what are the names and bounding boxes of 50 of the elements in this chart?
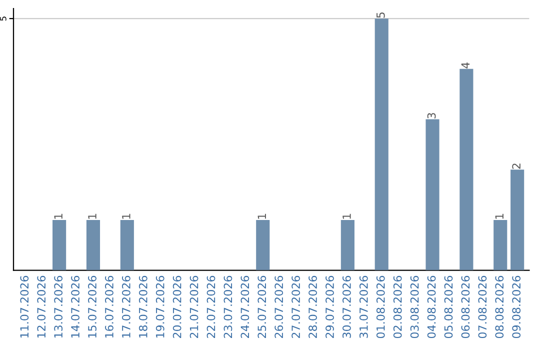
bar <box>460 68 474 270</box>
x-tick-label: 18.07.2026 <box>138 276 148 338</box>
bar <box>52 220 66 270</box>
x-tick-label: 09.08.2026 <box>512 276 521 338</box>
x-tick-label: 01.08.2026 <box>376 276 385 338</box>
data-label: 1 <box>88 214 96 219</box>
x-tick-label: 07.08.2026 <box>478 276 487 338</box>
x-tick-label: 13.07.2026 <box>54 276 63 338</box>
x-tick-label: 25.07.2026 <box>258 276 266 338</box>
x-tick-label: 08.08.2026 <box>495 276 504 338</box>
x-tick-label: 06.08.2026 <box>461 276 470 338</box>
x-tick-label: 11.07.2026 <box>20 276 29 338</box>
x-tick-label: 20.07.2026 <box>172 276 182 338</box>
x-tick-label: 15.07.2026 <box>88 276 96 338</box>
bar <box>340 220 354 270</box>
bar <box>510 170 524 270</box>
x-tick-label: 23.07.2026 <box>224 276 232 338</box>
bar <box>256 220 270 270</box>
bar <box>426 119 440 270</box>
x-tick-label: 21.07.2026 <box>190 276 198 338</box>
x-tick-label: 14.07.2026 <box>71 276 80 338</box>
x-tick-label: 28.07.2026 <box>308 276 317 338</box>
x-tick-label: 19.07.2026 <box>156 276 164 338</box>
x-tick-label: 27.07.2026 <box>292 276 300 338</box>
x-tick-label: 04.08.2026 <box>427 276 436 338</box>
bar <box>120 220 134 270</box>
data-label: 1 <box>258 214 266 219</box>
x-tick-label: 24.07.2026 <box>240 276 250 338</box>
data-label: 2 <box>512 164 520 169</box>
x-tick-label: 22.07.2026 <box>206 276 216 338</box>
data-label: 3 <box>427 113 436 118</box>
x-tick-label: 29.07.2026 <box>326 276 334 338</box>
data-label: 1 <box>54 214 62 219</box>
x-tick-label: 26.07.2026 <box>274 276 284 338</box>
x-tick-label: 12.07.2026 <box>37 276 46 338</box>
data-label: 1 <box>122 214 130 219</box>
data-label: 5 <box>376 12 385 18</box>
x-tick-label: 31.07.2026 <box>359 276 368 338</box>
bar <box>86 220 100 270</box>
data-label: 4 <box>461 62 470 68</box>
bar <box>374 18 388 270</box>
x-tick-label: 16.07.2026 <box>105 276 114 338</box>
x-tick-label: 30.07.2026 <box>342 276 351 338</box>
x-tick-label: 02.08.2026 <box>393 276 402 338</box>
x-tick-label: 17.07.2026 <box>122 276 130 338</box>
data-label: 1 <box>495 214 504 219</box>
data-label: 1 <box>342 214 351 219</box>
bar <box>494 220 508 270</box>
x-tick-label: 03.08.2026 <box>410 276 419 338</box>
x-tick-label: 05.08.2026 <box>444 276 453 338</box>
